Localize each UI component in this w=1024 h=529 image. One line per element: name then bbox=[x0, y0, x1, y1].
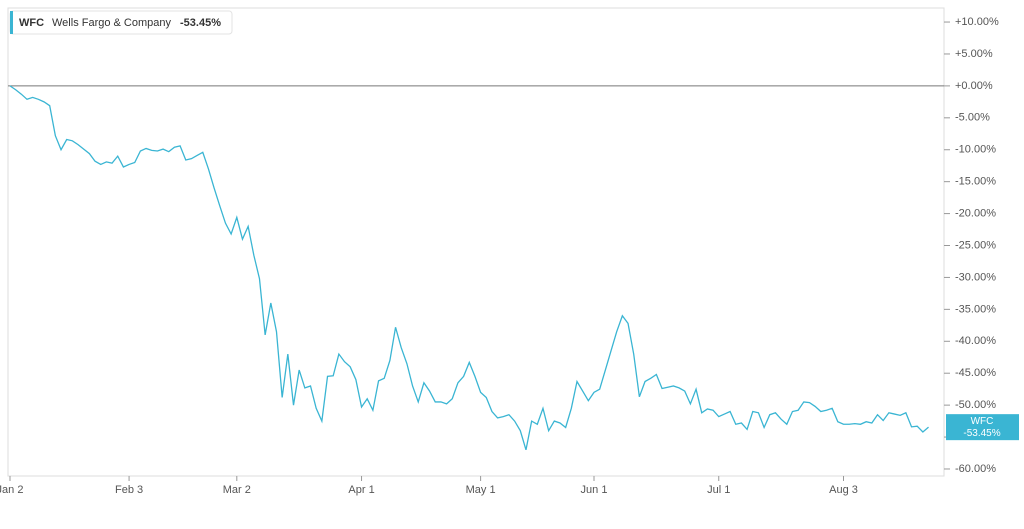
y-tick-label: -60.00% bbox=[955, 463, 996, 475]
y-tick-label: +0.00% bbox=[955, 80, 993, 92]
legend-company: Wells Fargo & Company bbox=[52, 17, 172, 29]
y-tick-label: -40.00% bbox=[955, 335, 996, 347]
x-tick-label: Aug 3 bbox=[829, 484, 858, 496]
legend-symbol: WFC bbox=[19, 17, 44, 29]
last-value-symbol: WFC bbox=[971, 416, 994, 427]
price-line bbox=[9, 85, 929, 451]
x-tick-label: Feb 3 bbox=[115, 484, 143, 496]
legend-change: -53.45% bbox=[180, 17, 221, 29]
x-tick-label: Mar 2 bbox=[223, 484, 251, 496]
y-tick-label: +10.00% bbox=[955, 16, 999, 28]
y-tick-label: -20.00% bbox=[955, 207, 996, 219]
y-tick-label: -35.00% bbox=[955, 303, 996, 315]
y-tick-label: -5.00% bbox=[955, 112, 990, 124]
x-tick-label: Jan 2 bbox=[0, 484, 23, 496]
y-tick-label: -30.00% bbox=[955, 271, 996, 283]
x-tick-label: Jun 1 bbox=[581, 484, 608, 496]
legend-accent bbox=[10, 11, 13, 34]
last-value-change: -53.45% bbox=[963, 428, 1000, 439]
y-tick-label: -45.00% bbox=[955, 367, 996, 379]
x-tick-label: May 1 bbox=[466, 484, 496, 496]
x-tick-label: Jul 1 bbox=[707, 484, 730, 496]
x-tick-label: Apr 1 bbox=[348, 484, 374, 496]
y-tick-label: -10.00% bbox=[955, 144, 996, 156]
legend: WFC Wells Fargo & Company -53.45% bbox=[9, 10, 233, 35]
y-tick-label: -15.00% bbox=[955, 176, 996, 188]
y-tick-label: -50.00% bbox=[955, 399, 996, 411]
y-tick-label: -25.00% bbox=[955, 239, 996, 251]
last-value-tag bbox=[946, 414, 1019, 441]
plot-frame bbox=[7, 7, 945, 477]
y-tick-label: +5.00% bbox=[955, 48, 993, 60]
